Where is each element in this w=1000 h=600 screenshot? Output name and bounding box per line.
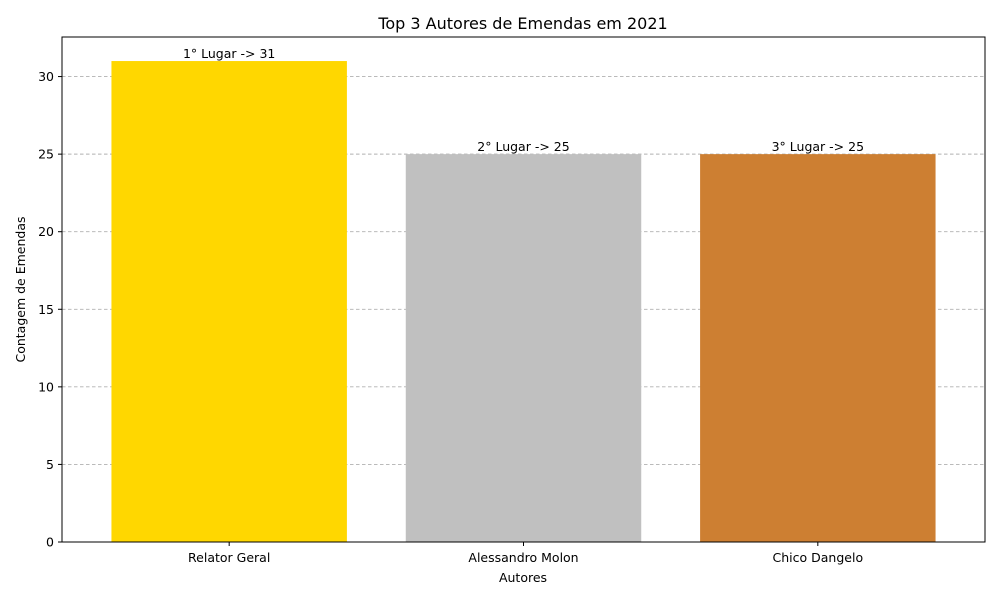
x-tick-label: Relator Geral (188, 550, 270, 565)
chart-title: Top 3 Autores de Emendas em 2021 (377, 14, 667, 33)
x-axis-label: Autores (499, 570, 547, 585)
y-tick-label: 10 (38, 379, 54, 394)
bars (111, 61, 936, 543)
y-axis-ticks: 0 5 10 15 20 25 30 (38, 69, 62, 550)
x-tick-label: Chico Dangelo (773, 550, 864, 565)
y-tick-label: 15 (38, 302, 54, 317)
y-tick-label: 30 (38, 69, 54, 84)
bar-data-label: 3° Lugar -> 25 (772, 139, 864, 154)
bar (111, 61, 347, 543)
bar (700, 154, 936, 542)
x-axis-ticks: Relator Geral Alessandro Molon Chico Dange… (188, 542, 863, 565)
y-tick-label: 25 (38, 147, 54, 162)
y-tick-label: 20 (38, 224, 54, 239)
y-tick-label: 0 (46, 535, 54, 550)
x-tick-label: Alessandro Molon (468, 550, 578, 565)
y-axis-label: Contagem de Emendas (13, 216, 28, 362)
bar-data-label: 2° Lugar -> 25 (477, 139, 569, 154)
bar-data-label: 1° Lugar -> 31 (183, 46, 275, 61)
y-tick-label: 5 (46, 457, 54, 472)
bar-data-labels: 1° Lugar -> 31 2° Lugar -> 25 3° Lugar -> … (183, 46, 864, 154)
bar (405, 154, 642, 542)
